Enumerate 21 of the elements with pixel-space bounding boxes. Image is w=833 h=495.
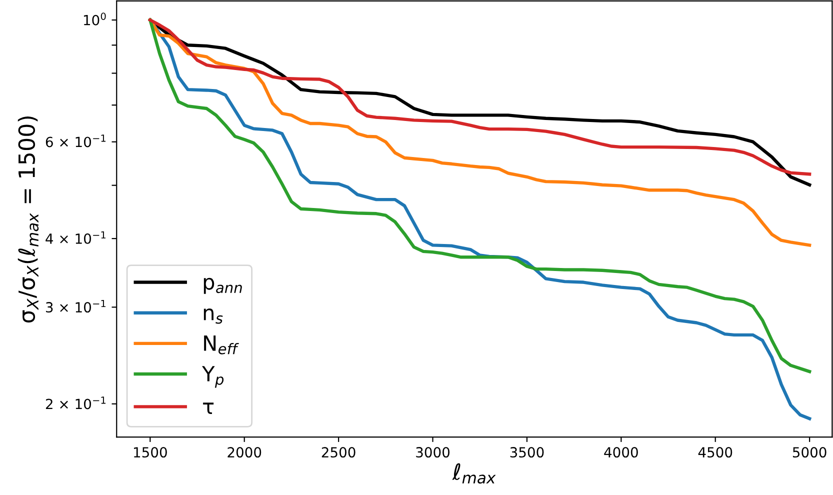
x-tick-label: 2000 [228,447,262,458]
legend-label: N$_{eff}$ [204,336,239,354]
x-tick-label: 4000 [604,447,638,458]
legend-label: τ [203,402,214,414]
y-axis-title: σ$_{X}$/σ$_{X}$(ℓ$_{max}$ = 1500) [18,116,39,322]
x-axis-title: ℓ$_{max}$ [452,463,496,484]
x-tick-label: 2500 [322,447,356,458]
legend-label: p$_{ann}$ [204,278,242,294]
x-tick-label: 1500 [134,447,167,458]
legend-label: n$_{s}$ [204,308,223,324]
x-tick-label: 3500 [510,447,544,458]
legend-label: Y$_{p}$ [202,366,224,388]
x-tick-label: 3000 [416,447,450,458]
y-tick-label: 2 × 10$^{−1}$ [46,396,106,410]
y-tick-label: 3 × 10$^{−1}$ [46,300,106,313]
y-tick-label: 10$^{0}$ [84,12,106,26]
y-tick-label: 4 × 10$^{−1}$ [46,231,106,244]
y-tick-label: 6 × 10$^{−1}$ [46,134,106,148]
x-tick-label: 5000 [792,447,826,458]
x-tick-label: 4500 [698,447,732,458]
line-series [148,18,812,247]
